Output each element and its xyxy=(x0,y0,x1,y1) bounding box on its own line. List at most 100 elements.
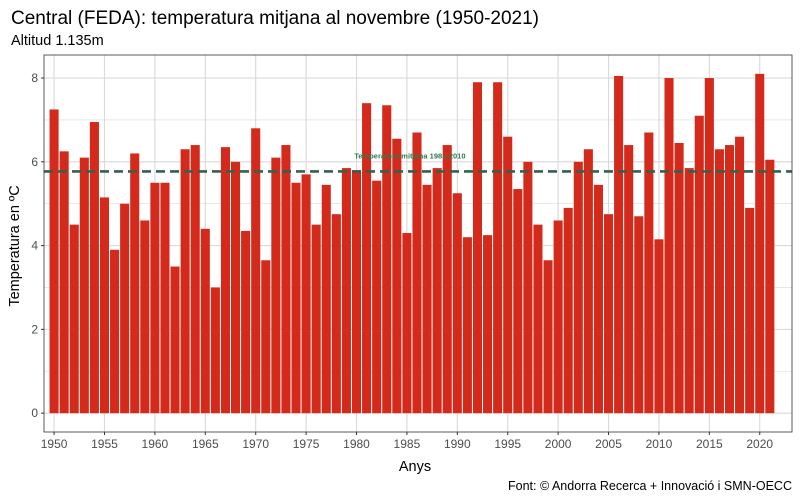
x-tick-label: 1980 xyxy=(343,437,370,451)
bar xyxy=(765,159,775,414)
bar xyxy=(402,233,412,414)
bar xyxy=(634,216,644,414)
bar xyxy=(533,224,543,414)
bar xyxy=(553,220,563,414)
source-caption: Font: © Andorra Recerca + Innovació i SM… xyxy=(508,479,792,493)
bar xyxy=(724,145,735,414)
bar xyxy=(462,237,472,414)
bar xyxy=(694,115,704,414)
bar xyxy=(321,184,331,414)
bar xyxy=(89,122,99,414)
bar xyxy=(351,170,362,414)
bar xyxy=(654,239,664,414)
x-tick-label: 1955 xyxy=(91,437,118,451)
bar xyxy=(674,142,684,414)
bar xyxy=(180,149,190,414)
bar xyxy=(573,161,583,414)
bar xyxy=(392,138,402,414)
bar xyxy=(664,78,674,414)
bar xyxy=(543,260,553,414)
bar xyxy=(140,220,150,414)
bar xyxy=(130,153,140,414)
bar xyxy=(110,249,120,414)
x-tick-label: 2000 xyxy=(545,437,572,451)
bar xyxy=(362,103,372,414)
bar xyxy=(382,105,392,414)
bar xyxy=(432,168,442,414)
x-axis-title: Anys xyxy=(399,459,431,475)
bar xyxy=(200,228,210,414)
bar xyxy=(372,180,382,414)
bar xyxy=(281,145,291,414)
bar xyxy=(735,136,745,414)
bar xyxy=(261,260,271,414)
bar xyxy=(593,184,603,414)
bar xyxy=(220,147,230,414)
bar xyxy=(614,75,624,414)
bar xyxy=(170,266,180,414)
x-tick-label: 1995 xyxy=(494,437,521,451)
x-tick-label: 2005 xyxy=(595,437,622,451)
bar xyxy=(472,82,483,414)
bar xyxy=(331,214,341,414)
bar xyxy=(422,184,432,414)
bar xyxy=(583,149,593,414)
bar xyxy=(49,109,59,414)
bar xyxy=(603,214,614,414)
bar xyxy=(150,182,160,414)
bar xyxy=(301,174,311,414)
bar xyxy=(513,189,523,414)
y-tick-label: 8 xyxy=(31,71,38,85)
bar xyxy=(231,161,241,414)
y-tick-label: 4 xyxy=(31,239,38,253)
x-tick-label: 1975 xyxy=(293,437,320,451)
bar xyxy=(120,203,130,414)
x-tick-label: 2020 xyxy=(746,437,773,451)
bar xyxy=(271,157,281,414)
x-tick-label: 1990 xyxy=(444,437,471,451)
bar xyxy=(745,207,755,414)
bar xyxy=(442,145,452,414)
x-tick-label: 1965 xyxy=(192,437,219,451)
y-tick-label: 6 xyxy=(31,155,38,169)
bar xyxy=(523,161,533,414)
bar xyxy=(714,149,724,414)
x-axis: 1950 1955 1960 1965 1970 1975 1980 1985 1990 1995… xyxy=(41,432,773,451)
bar xyxy=(251,128,261,414)
x-tick-label: 1985 xyxy=(394,437,421,451)
bar xyxy=(684,168,694,414)
bar xyxy=(160,182,170,414)
reference-layer: Temperatura mitjana 1981-2010 xyxy=(44,151,792,173)
bar xyxy=(493,82,503,414)
y-tick-label: 0 xyxy=(31,406,38,420)
bar xyxy=(483,235,493,414)
bar xyxy=(99,197,110,414)
bar xyxy=(311,224,321,414)
bar xyxy=(341,168,351,414)
bar xyxy=(241,230,251,414)
bar xyxy=(503,136,513,414)
bar xyxy=(291,182,301,414)
bar xyxy=(190,145,200,414)
bar xyxy=(59,151,69,414)
bar xyxy=(412,132,422,414)
panel-border xyxy=(43,54,793,433)
bar xyxy=(704,78,714,414)
bar xyxy=(79,157,89,414)
bar xyxy=(644,132,654,414)
bar xyxy=(452,193,462,414)
x-tick-label: 1950 xyxy=(41,437,68,451)
bar xyxy=(210,287,220,414)
x-tick-label: 2010 xyxy=(646,437,673,451)
bar xyxy=(563,207,573,414)
y-tick-label: 2 xyxy=(31,322,38,336)
chart-subtitle: Altitud 1.135m xyxy=(11,33,104,49)
x-tick-label: 1970 xyxy=(242,437,269,451)
bar xyxy=(624,145,634,414)
y-axis-title: Temperatura en ºC xyxy=(7,185,23,306)
bars xyxy=(49,73,775,414)
reference-line-label: Temperatura mitjana 1981-2010 xyxy=(354,151,465,160)
bar xyxy=(69,224,79,414)
chart-title: Central (FEDA): temperatura mitjana al n… xyxy=(11,8,539,29)
